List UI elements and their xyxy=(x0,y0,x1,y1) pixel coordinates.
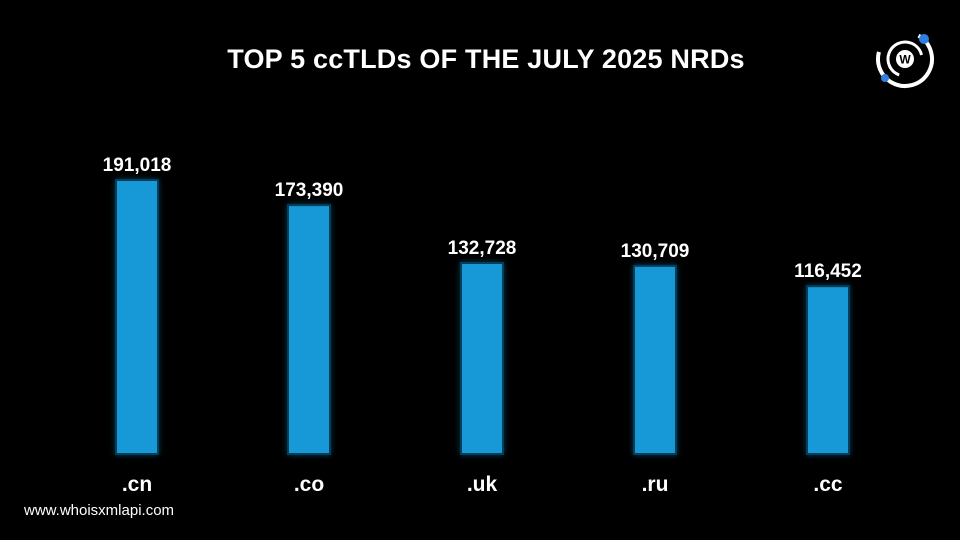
website-url: www.whoisxmlapi.com xyxy=(24,502,175,519)
data-label: 116,452 xyxy=(794,261,862,282)
data-label: 130,709 xyxy=(621,241,690,262)
whoisxmlapi-logo-icon: W xyxy=(876,30,934,88)
bar-cc xyxy=(808,287,848,453)
data-label: 191,018 xyxy=(103,155,172,176)
bar-uk xyxy=(462,264,502,453)
bar-ru xyxy=(635,266,675,453)
category-label: .co xyxy=(294,473,324,496)
category-label: .cc xyxy=(813,473,843,496)
chart-title: TOP 5 ccTLDs OF THE JULY 2025 NRDs xyxy=(227,44,745,74)
bars-layer: 191,018 .cn 173,390 .co 132,728 .uk 130,709 .ru… xyxy=(103,155,862,496)
bar-cn xyxy=(117,181,157,453)
logo-letter: W xyxy=(899,53,911,67)
data-label: 173,390 xyxy=(275,180,344,201)
category-label: .cn xyxy=(122,473,152,496)
bar-co xyxy=(289,206,329,453)
category-label: .ru xyxy=(642,473,669,496)
data-label: 132,728 xyxy=(448,238,517,259)
category-label: .uk xyxy=(467,473,498,496)
